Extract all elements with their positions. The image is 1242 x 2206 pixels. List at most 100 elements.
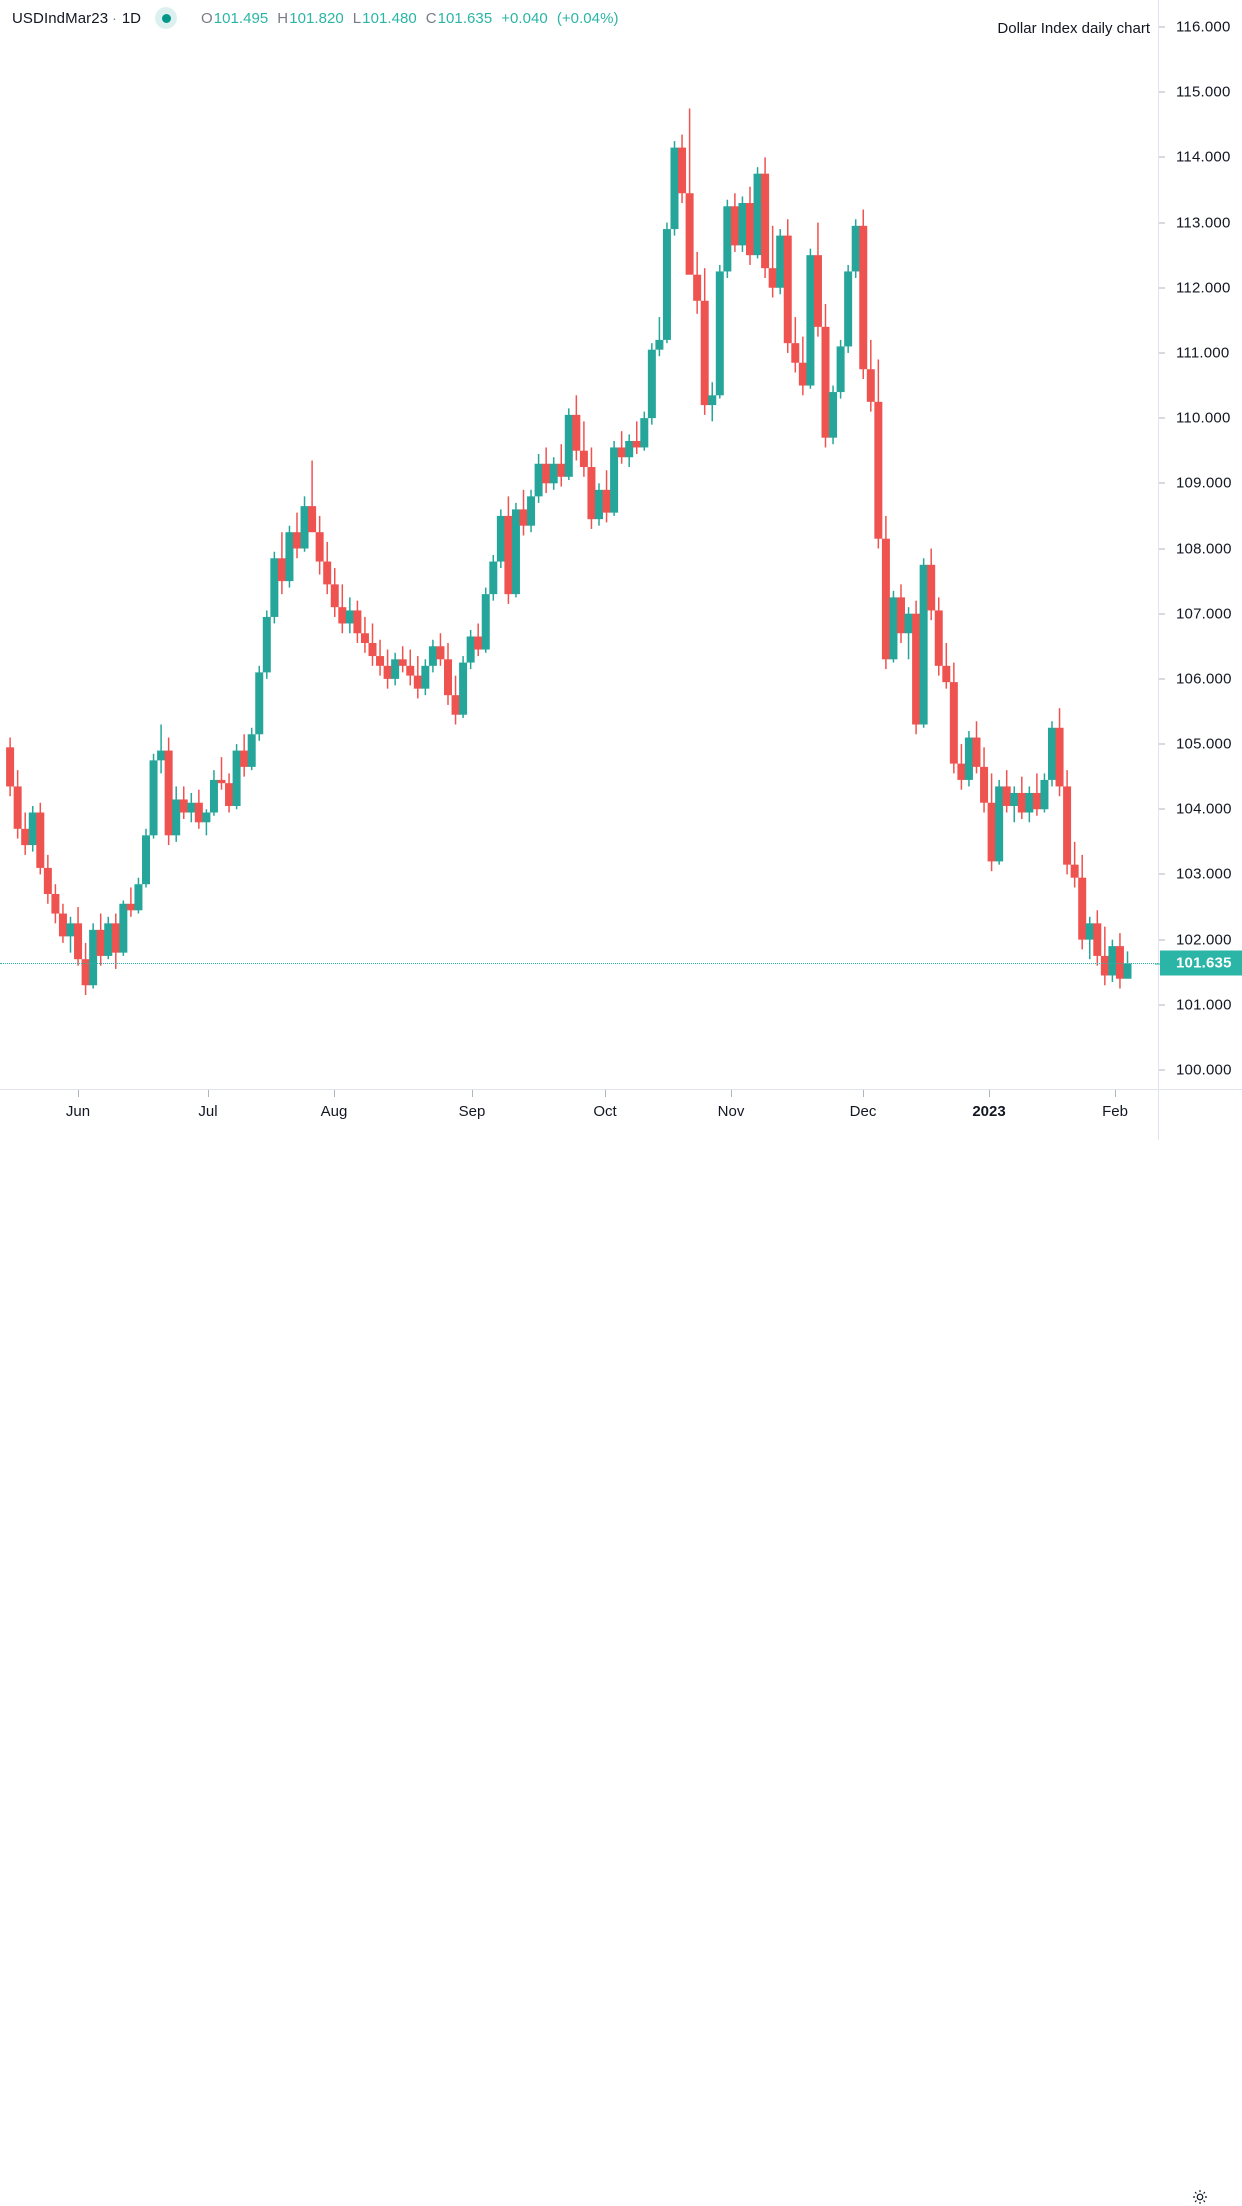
- candle-body: [912, 613, 921, 725]
- candle-wick: [311, 460, 313, 513]
- candle-body: [285, 532, 294, 582]
- candle-body: [262, 616, 271, 673]
- candle-body: [617, 447, 626, 458]
- candle-body: [1017, 792, 1026, 813]
- price-axis-label: 110.000: [1176, 409, 1231, 427]
- price-axis-label: 112.000: [1176, 279, 1231, 297]
- candle-body: [557, 463, 566, 477]
- candle-body: [957, 763, 966, 780]
- time-axis-label: Jul: [198, 1103, 218, 1120]
- price-axis[interactable]: 101.635 116.000 115.000 114.000 113.000 112.…: [1155, 0, 1242, 1089]
- gear-icon[interactable]: [1191, 2188, 1209, 2206]
- candle-wick: [1126, 951, 1129, 974]
- candle-body: [13, 786, 22, 829]
- candle-body: [21, 828, 30, 846]
- candle-body: [542, 463, 551, 484]
- price-axis-tick: [1159, 156, 1165, 158]
- candle-body: [995, 786, 1004, 862]
- candle-wick: [1073, 841, 1076, 888]
- candle-body: [6, 747, 15, 787]
- candle-wick: [160, 724, 162, 774]
- candle-body: [572, 414, 581, 451]
- candle-body: [647, 349, 656, 419]
- candle-body: [670, 147, 679, 230]
- interval-label[interactable]: 1D: [121, 9, 141, 27]
- candle-body: [1063, 786, 1072, 865]
- price-axis-label: 105.000: [1176, 735, 1232, 753]
- candle-body: [277, 558, 286, 582]
- price-axis-label: 101.000: [1176, 996, 1232, 1014]
- candle-wick: [945, 643, 948, 689]
- candle-body: [798, 362, 807, 386]
- candle-body: [723, 206, 732, 272]
- time-axis-tick: [472, 1090, 473, 1097]
- candle-body: [451, 695, 460, 715]
- candle-body: [504, 515, 513, 595]
- candle-body: [225, 783, 234, 806]
- price-axis-label: 106.000: [1176, 670, 1232, 688]
- close-key: C: [425, 9, 437, 27]
- candle-body: [406, 665, 415, 676]
- candle-body: [964, 737, 973, 780]
- series-dot-icon: [155, 7, 177, 29]
- candle-body: [511, 509, 520, 595]
- price-axis-tick: [1159, 26, 1165, 28]
- candle-body: [300, 506, 309, 549]
- chart-plot-area[interactable]: [0, 0, 1158, 1089]
- price-axis-tick: [1159, 873, 1165, 875]
- candle-body: [345, 610, 354, 624]
- candle-body: [783, 235, 792, 344]
- price-axis-label: 107.000: [1176, 605, 1232, 623]
- candle-body: [632, 440, 641, 448]
- price-axis-label: 108.000: [1176, 540, 1232, 557]
- price-axis-tick: [1159, 939, 1165, 941]
- price-axis-label: 102.000: [1176, 931, 1232, 949]
- candle-body: [111, 923, 120, 953]
- candle-body: [874, 401, 883, 539]
- candle-body: [610, 447, 619, 513]
- candle-body: [172, 799, 181, 836]
- open-key: O: [201, 9, 213, 27]
- high-value: 101.820: [289, 9, 344, 27]
- candle-body: [640, 418, 649, 448]
- time-axis[interactable]: Jun Jul Aug Sep Oct Nov Dec 2023 Feb: [0, 1089, 1242, 2205]
- low-value: 101.480: [362, 9, 417, 27]
- time-axis-tick: [605, 1090, 606, 1097]
- price-axis-label: 113.000: [1176, 214, 1231, 232]
- candle-body: [270, 558, 279, 617]
- time-axis-label: Jun: [65, 1103, 91, 1120]
- candle-body: [897, 597, 905, 634]
- candle-body: [678, 147, 687, 194]
- price-axis-label: 100.000: [1176, 1061, 1232, 1079]
- price-axis-label: 114.000: [1176, 148, 1231, 166]
- candle-body: [255, 672, 264, 735]
- price-axis-tick: [1159, 482, 1165, 484]
- candle-body: [949, 682, 958, 764]
- candle-body: [481, 594, 490, 650]
- candle-body: [466, 636, 475, 663]
- candle-body: [934, 610, 943, 666]
- candle-wick: [771, 225, 774, 298]
- candle-body: [1108, 946, 1117, 976]
- legend-separator: ·: [112, 10, 117, 26]
- candle-body: [527, 496, 536, 526]
- time-axis-inner: [0, 1090, 1159, 1140]
- candle-wick: [130, 887, 132, 917]
- candle-body: [685, 193, 694, 275]
- candle-body: [36, 812, 45, 868]
- ohlc-values: O101.495 H101.820 L101.480 C101.635 +0.040 (+…: [201, 10, 619, 27]
- symbol-label[interactable]: USDIndMar23: [12, 9, 109, 27]
- candle-body: [919, 564, 928, 725]
- high-key: H: [277, 9, 289, 27]
- candle-body: [421, 665, 430, 689]
- time-axis-label: Dec: [849, 1103, 877, 1120]
- candle-wick: [658, 317, 661, 357]
- candle-body: [1070, 864, 1079, 878]
- candle-body: [104, 923, 113, 956]
- last-price-tag: 101.635: [1155, 950, 1242, 976]
- candle-body: [1093, 923, 1102, 956]
- chart-legend[interactable]: USDIndMar23 · 1D O101.495 H101.820 L101.48…: [12, 7, 619, 29]
- candle-body: [232, 750, 241, 806]
- candle-body: [761, 173, 770, 269]
- candle-body: [398, 659, 407, 666]
